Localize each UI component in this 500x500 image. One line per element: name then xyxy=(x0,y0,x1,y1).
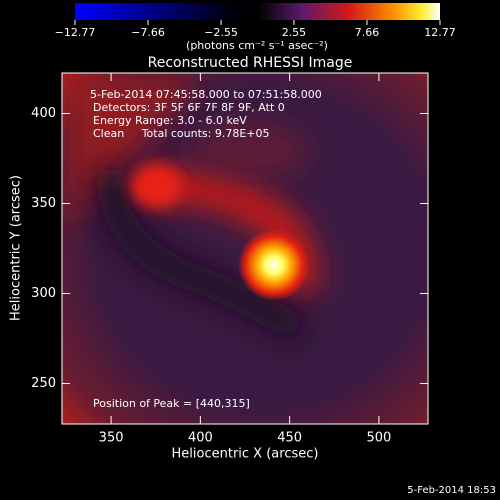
annotation: Energy Range: 3.0 - 6.0 keV xyxy=(93,114,247,127)
colorbar-label: (photons cm⁻² s⁻¹ asec⁻²) xyxy=(186,39,328,52)
y-tick-label: 300 xyxy=(31,286,56,301)
image xyxy=(62,73,428,424)
x-tick-label: 350 xyxy=(99,431,124,446)
plot-frame xyxy=(61,72,429,425)
y-axis-label: Heliocentric Y (arcsec) xyxy=(9,175,24,321)
x-tick-label: 450 xyxy=(277,431,302,446)
colorbar-tick-label: 12.77 xyxy=(424,26,456,39)
annotation: 5-Feb-2014 07:45:58.000 to 07:51:58.000 xyxy=(90,88,322,101)
y-tick-label: 350 xyxy=(31,196,56,211)
colorbar-tick-label: 2.55 xyxy=(282,26,307,39)
x-tick-label: 500 xyxy=(366,431,391,446)
y-tick-label: 400 xyxy=(31,106,56,121)
colorbar-tick-label: −12.77 xyxy=(55,26,96,39)
annotation: Clean Total counts: 9.78E+05 xyxy=(93,127,270,140)
annotation: Detectors: 3F 5F 6F 7F 8F 9F, Att 0 xyxy=(93,101,285,114)
x-tick-label: 400 xyxy=(188,431,213,446)
footer: 5-Feb-2014 18:53 xyxy=(407,485,496,496)
colorbar-tick-label: 7.66 xyxy=(355,26,380,39)
colorbar-tick-label: −7.66 xyxy=(131,26,165,39)
x-axis-label: Heliocentric X (arcsec) xyxy=(172,447,319,462)
colorbar xyxy=(75,3,440,20)
chart-title: Reconstructed RHESSI Image xyxy=(148,55,353,71)
colorbar-tick-label: −2.55 xyxy=(204,26,238,39)
y-tick-label: 250 xyxy=(31,376,56,391)
peak-label: Position of Peak = [440,315] xyxy=(93,397,250,410)
